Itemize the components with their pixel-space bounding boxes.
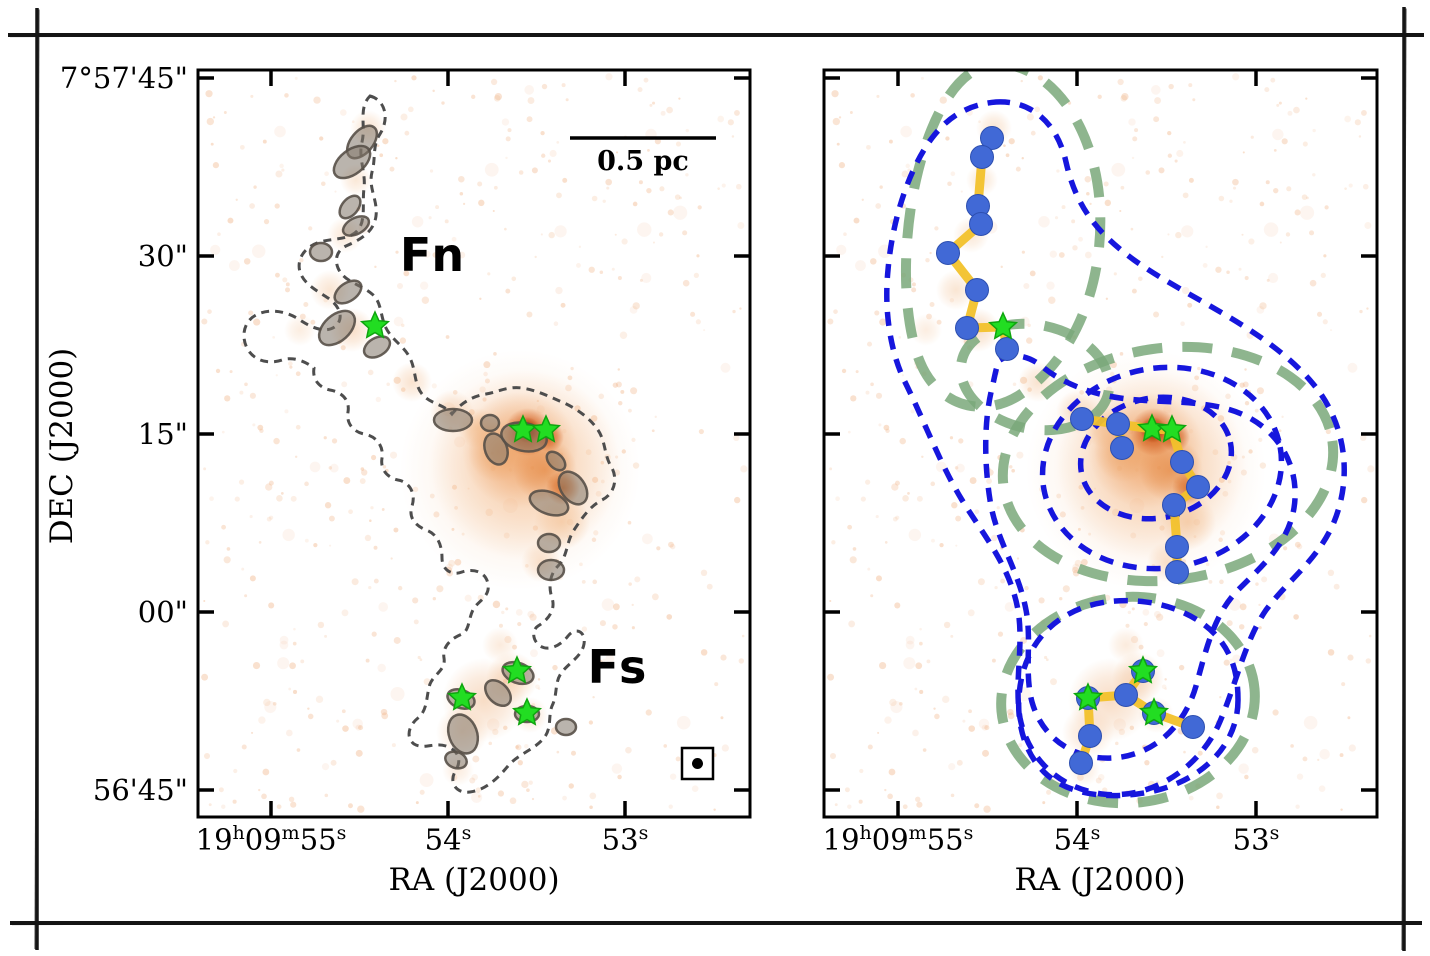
x-axis-label-right: RA (J2000): [1014, 862, 1186, 898]
mst-node-dot: [1070, 407, 1094, 431]
y-tick-label: 15": [137, 417, 188, 451]
core-ellipse: [308, 241, 334, 263]
hand-drawn-frame: [8, 7, 1424, 951]
core-ellipse: [545, 450, 567, 472]
x-tick-label: 54s: [424, 822, 472, 857]
green-clump-contour: [955, 318, 1115, 436]
mst-node-star: [987, 311, 1019, 340]
mst-node-dot: [1165, 535, 1189, 559]
left-panel-axes: [196, 68, 752, 819]
scalebar-label: 0.5 pc: [597, 146, 689, 177]
core-ellipse: [528, 489, 570, 517]
mst-node-dot: [1114, 683, 1138, 707]
core-ellipse: [332, 144, 372, 180]
mst-node-dot: [936, 241, 960, 265]
right-panel-axes: [822, 68, 1379, 819]
core-ellipse: [362, 335, 392, 359]
region-label-fs: Fs: [587, 640, 647, 694]
mst-node-dot: [955, 316, 979, 340]
y-tick-label: 30": [137, 239, 188, 273]
mst-node-dot: [1186, 475, 1210, 499]
star-marker: [359, 310, 391, 339]
x-tick-label: 53s: [601, 822, 649, 857]
core-ellipse: [484, 679, 512, 707]
blue-density-contour: [884, 99, 1347, 798]
mst-node-dot: [965, 278, 989, 302]
core-ellipse: [432, 407, 474, 433]
x-tick-label: 19h09m55s: [195, 822, 347, 857]
core-ellipse: [317, 309, 357, 347]
mst-node-dot: [1078, 724, 1102, 748]
y-tick-label: 56'45": [92, 773, 188, 807]
x-tick-label: 53s: [1232, 822, 1280, 857]
mst-node-dot: [969, 212, 993, 236]
mst-node-star: [1136, 413, 1168, 442]
left-panel-content: [198, 70, 750, 817]
mst-node-dot: [1069, 751, 1093, 775]
core-ellipse: [341, 215, 371, 237]
mst-node-star: [1127, 655, 1159, 684]
mst-node-star: [1156, 414, 1188, 443]
mst-node-dot: [995, 337, 1019, 361]
core-ellipse: [446, 713, 480, 755]
green-clump-contour: [901, 70, 1106, 412]
mst-node-star: [1138, 697, 1170, 726]
core-ellipse: [338, 194, 362, 220]
blue-density-contour: [1015, 597, 1241, 799]
mst-node-dot: [980, 126, 1004, 150]
mst-node-dot: [1162, 493, 1186, 517]
mst-node-dot: [970, 145, 994, 169]
region-label-fn: Fn: [399, 228, 465, 282]
star-marker: [530, 414, 562, 443]
y-tick-label: 7°57'45": [59, 61, 188, 95]
right-panel-content: [824, 70, 1377, 817]
core-ellipse: [536, 558, 566, 582]
star-marker: [501, 655, 533, 684]
core-ellipse: [557, 470, 589, 506]
x-axis-label-left: RA (J2000): [388, 862, 560, 898]
core-ellipse: [444, 750, 468, 770]
mst-node-dot: [1106, 412, 1130, 436]
star-marker: [511, 697, 543, 726]
mst-node-dot: [1110, 436, 1134, 460]
core-ellipse: [536, 532, 562, 554]
green-clump-contour: [996, 591, 1260, 809]
beam-dot: [692, 758, 703, 769]
mst-node-dot: [1181, 715, 1205, 739]
mst-node-star: [1072, 682, 1104, 711]
x-tick-label: 54s: [1053, 822, 1101, 857]
core-ellipse: [554, 717, 578, 737]
x-tick-label: 19h09m55s: [822, 822, 974, 857]
mst-node-dot: [1165, 560, 1189, 584]
mst-node-dot: [1170, 450, 1194, 474]
blue-density-contour: [1077, 394, 1235, 522]
star-marker: [446, 682, 478, 711]
y-tick-label: 00": [137, 595, 188, 629]
core-ellipse: [479, 413, 501, 433]
core-ellipse: [333, 279, 363, 305]
